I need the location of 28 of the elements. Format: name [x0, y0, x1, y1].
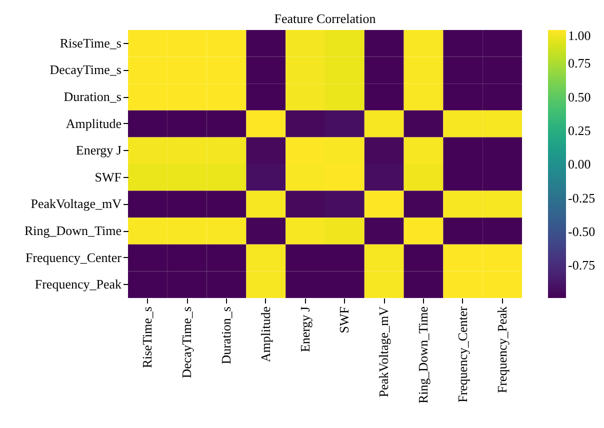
x-tick-label: Energy J	[297, 306, 312, 352]
color-bar-label: -0.50	[568, 224, 596, 240]
x-tick-label: Duration_s	[218, 306, 234, 364]
y-tick-label: Amplitude	[66, 116, 122, 131]
color-bar-label: -0.25	[568, 190, 596, 206]
y-tick-label: SWF	[94, 169, 122, 184]
color-bar-label: 1.00	[568, 28, 591, 43]
y-tick-label: Frequency_Center	[25, 250, 122, 265]
x-tick-label: PeakVoltage_mV	[376, 306, 392, 398]
y-tick-label: Energy J	[76, 142, 122, 158]
y-tick-label: DecayTime_s	[50, 62, 122, 78]
color-bar-label: 0.25	[568, 123, 591, 138]
color-bar-label: 0.50	[568, 89, 591, 104]
color-bar-label: -0.75	[568, 258, 596, 273]
x-tick-label: DecayTime_s	[179, 306, 194, 378]
x-tick-label: Ring_Down_Time	[416, 306, 430, 404]
y-tick-label: RiseTime_s	[60, 35, 122, 50]
y-tick-label: Frequency_Peak	[34, 276, 122, 292]
x-tick-label: Frequency_Peak	[494, 306, 510, 394]
y-tick-label: Duration_s	[64, 89, 122, 104]
color-bar-label: 0.00	[568, 156, 591, 172]
x-tick-label: Amplitude	[258, 306, 273, 362]
y-tick-label: PeakVoltage_mV	[30, 196, 122, 212]
x-tick-label: SWF	[336, 306, 352, 334]
x-tick-label: Frequency_Center	[454, 306, 470, 403]
y-tick-label: Ring_Down_Time	[24, 223, 122, 238]
color-bar-label: 0.75	[568, 56, 591, 71]
chart-title: Feature Correlation	[274, 11, 376, 26]
